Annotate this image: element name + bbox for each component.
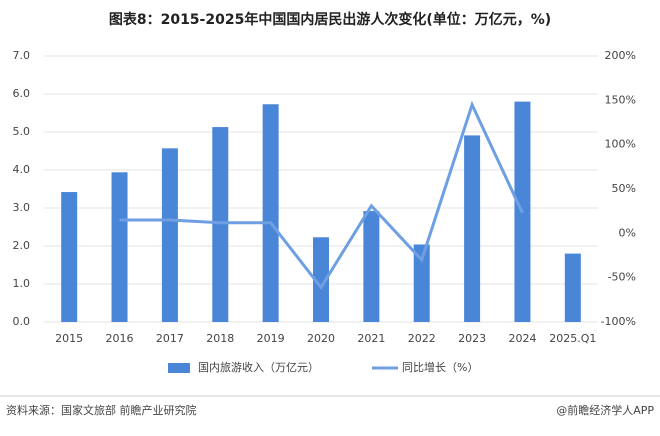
y-tick-label: 7.0	[13, 49, 31, 62]
y2-tick-label: -100%	[601, 315, 636, 328]
x-tick-label: 2015	[55, 332, 83, 345]
x-tick-label: 2022	[408, 332, 436, 345]
y2-tick-label: 100%	[605, 138, 636, 151]
bar	[564, 253, 581, 322]
bar	[413, 244, 430, 322]
bar	[262, 104, 279, 322]
x-tick-label: 2020	[307, 332, 335, 345]
y2-tick-label: -50%	[608, 271, 636, 284]
x-tick-label: 2018	[206, 332, 234, 345]
y2-tick-label: 0%	[619, 226, 636, 239]
y2-tick-label: 150%	[605, 93, 636, 106]
x-tick-label: 2019	[257, 332, 285, 345]
y-tick-label: 5.0	[13, 125, 31, 138]
y-tick-label: 6.0	[13, 87, 31, 100]
y-tick-label: 3.0	[13, 201, 31, 214]
line	[119, 100, 524, 291]
chart-title: 图表8：2015-2025年中国国内居民出游人次变化(单位：万亿元，%)	[109, 11, 551, 28]
bar	[464, 135, 481, 322]
y-tick-label: 0.0	[13, 315, 31, 328]
credit: @前瞻经济学人APP	[556, 403, 654, 417]
bar	[111, 172, 128, 322]
legend-label: 国内旅游收入（万亿元）	[198, 360, 319, 374]
bar	[363, 211, 380, 322]
source: 资料来源：国家文旅部 前瞻产业研究院	[6, 403, 197, 417]
y2-tick-label: 50%	[612, 182, 636, 195]
x-tick-label: 2025.Q1	[549, 332, 596, 345]
legend-label: 同比增长（%）	[402, 360, 478, 374]
y-tick-label: 2.0	[13, 239, 31, 252]
x-tick-label: 2024	[508, 332, 536, 345]
bar	[212, 127, 229, 322]
legend-swatch	[168, 363, 190, 373]
bar	[61, 192, 78, 322]
bar	[161, 148, 178, 322]
y-tick-label: 4.0	[13, 163, 31, 176]
y2-tick-label: 200%	[605, 49, 636, 62]
x-tick-label: 2021	[357, 332, 385, 345]
bar	[313, 237, 329, 322]
x-tick-label: 2023	[458, 332, 486, 345]
y-tick-label: 1.0	[13, 277, 31, 290]
x-tick-label: 2016	[106, 332, 134, 345]
x-tick-label: 2017	[156, 332, 184, 345]
